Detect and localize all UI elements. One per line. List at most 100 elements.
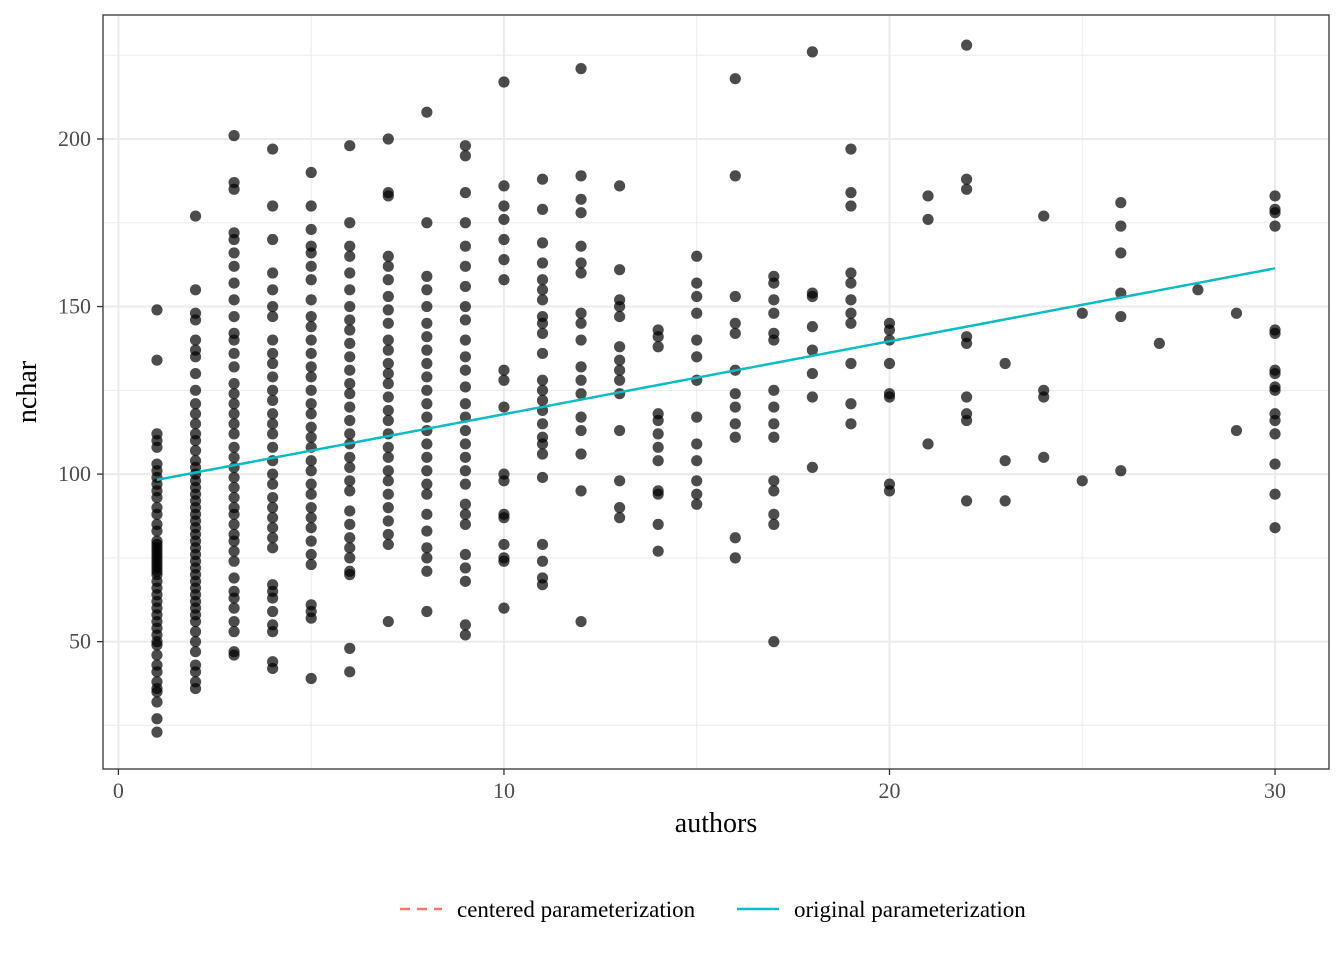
data-point [575,170,587,182]
data-point [305,465,317,477]
data-point [768,277,780,289]
data-point [421,398,433,410]
data-point [344,642,356,654]
data-point [536,294,549,306]
data-point [652,341,664,353]
data-point [768,384,780,396]
data-point [267,371,279,383]
data-point [459,150,472,162]
data-point [228,361,240,373]
data-point [382,515,394,527]
data-point [498,254,510,266]
data-points [151,39,1281,738]
data-point [575,63,587,75]
data-point [691,290,703,303]
data-point [614,300,626,313]
data-point [1076,475,1088,487]
data-point [691,475,703,487]
data-point [922,190,934,202]
data-point [151,639,163,651]
data-point [1038,451,1050,463]
data-point [189,646,202,658]
data-point [344,364,356,376]
data-point [536,579,549,591]
data-point [652,414,664,427]
data-point [960,391,973,403]
data-point [151,354,163,366]
data-point [382,414,394,427]
data-point [228,535,240,547]
data-point [344,505,356,517]
data-point [614,374,626,386]
data-point [305,371,317,383]
data-point [228,481,240,494]
data-point [459,619,472,631]
data-point [228,602,240,614]
data-point [344,532,356,544]
data-point [691,307,703,319]
data-point [305,612,317,624]
data-point [575,307,587,319]
data-point [459,187,472,199]
x-tick-label: 30 [1264,778,1286,803]
data-point [614,424,626,437]
data-point [459,562,472,574]
data-point [575,207,587,219]
data-point [729,170,741,182]
data-point [344,461,356,473]
data-point [459,140,472,152]
data-point [189,615,202,628]
y-axis-title: nchar [12,360,43,423]
data-point [305,274,317,286]
data-point [691,250,703,262]
data-point [536,555,549,567]
data-point [382,250,394,262]
data-point [267,478,279,490]
data-point [614,311,626,323]
data-point [228,398,240,410]
data-point [305,522,317,534]
data-point [267,284,279,296]
data-point [459,518,472,530]
data-point [459,217,472,229]
data-point [806,290,818,303]
data-point [421,451,433,463]
data-point [691,411,703,423]
data-point [421,565,433,577]
data-point [536,374,549,386]
data-point [421,542,433,554]
data-point [189,210,202,222]
data-point [652,455,664,467]
data-point [691,498,703,510]
data-point [344,569,356,581]
x-tick-label: 0 [113,778,124,803]
data-point [691,438,703,450]
data-point [305,421,317,433]
data-point [228,378,240,390]
data-point [421,317,433,329]
data-point [151,508,163,520]
data-point [382,190,394,202]
axis-ticks [97,138,1276,775]
data-point [382,367,394,380]
data-point [729,532,741,544]
data-point [267,267,279,279]
data-point [806,367,818,380]
data-point [382,378,394,390]
data-point [883,357,896,370]
data-point [845,277,857,289]
data-point [691,455,703,467]
data-point [536,394,549,406]
data-point [1115,220,1127,232]
data-point [382,290,394,303]
data-point [267,626,279,638]
data-point [189,334,202,346]
data-point [344,250,356,262]
data-point [189,636,202,648]
data-point [1269,190,1281,202]
data-point [344,217,356,229]
data-point [344,388,356,400]
data-point [729,431,741,443]
data-point [575,334,587,346]
x-axis-tick-labels: 0 10 20 30 [113,778,1286,803]
